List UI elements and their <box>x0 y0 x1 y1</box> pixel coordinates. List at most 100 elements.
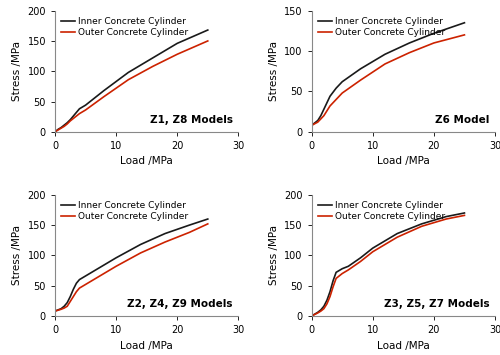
Outer Concrete Cylinder <box>126 78 132 82</box>
Outer Concrete Cylinder <box>101 94 107 99</box>
Outer Concrete Cylinder <box>58 126 64 130</box>
Legend: Inner Concrete Cylinder, Outer Concrete Cylinder: Inner Concrete Cylinder, Outer Concrete … <box>316 199 447 223</box>
Inner Concrete Cylinder <box>462 211 468 215</box>
Inner Concrete Cylinder <box>339 80 345 84</box>
Outer Concrete Cylinder <box>330 285 336 289</box>
Outer Concrete Cylinder <box>150 64 156 69</box>
Outer Concrete Cylinder <box>358 259 364 263</box>
Line: Inner Concrete Cylinder: Inner Concrete Cylinder <box>55 219 208 311</box>
Outer Concrete Cylinder <box>308 314 314 318</box>
Outer Concrete Cylinder <box>88 279 94 283</box>
Outer Concrete Cylinder <box>333 97 339 102</box>
Inner Concrete Cylinder <box>318 308 324 312</box>
Outer Concrete Cylinder <box>324 302 330 306</box>
Outer Concrete Cylinder <box>205 39 211 43</box>
Line: Outer Concrete Cylinder: Outer Concrete Cylinder <box>312 35 464 125</box>
Inner Concrete Cylinder <box>70 114 76 118</box>
Outer Concrete Cylinder <box>339 272 345 276</box>
Inner Concrete Cylinder <box>321 304 327 308</box>
Inner Concrete Cylinder <box>58 125 64 130</box>
X-axis label: Load /MPa: Load /MPa <box>377 340 430 350</box>
Y-axis label: Stress /MPa: Stress /MPa <box>268 225 278 285</box>
Outer Concrete Cylinder <box>418 224 424 228</box>
Inner Concrete Cylinder <box>346 264 352 268</box>
Outer Concrete Cylinder <box>406 50 412 55</box>
Text: Z1, Z8 Models: Z1, Z8 Models <box>150 115 233 125</box>
Outer Concrete Cylinder <box>52 130 58 134</box>
Inner Concrete Cylinder <box>382 52 388 56</box>
Inner Concrete Cylinder <box>150 56 156 60</box>
Inner Concrete Cylinder <box>64 121 70 125</box>
Inner Concrete Cylinder <box>61 123 67 127</box>
Outer Concrete Cylinder <box>52 309 58 313</box>
Inner Concrete Cylinder <box>58 307 64 311</box>
Outer Concrete Cylinder <box>308 123 314 127</box>
Inner Concrete Cylinder <box>315 310 321 315</box>
Outer Concrete Cylinder <box>61 306 67 310</box>
Inner Concrete Cylinder <box>138 242 143 247</box>
Inner Concrete Cylinder <box>321 107 327 111</box>
Inner Concrete Cylinder <box>312 121 318 125</box>
Outer Concrete Cylinder <box>443 217 449 221</box>
Outer Concrete Cylinder <box>318 117 324 121</box>
Outer Concrete Cylinder <box>462 33 468 37</box>
Line: Inner Concrete Cylinder: Inner Concrete Cylinder <box>55 30 208 132</box>
Outer Concrete Cylinder <box>318 309 324 313</box>
Inner Concrete Cylinder <box>358 67 364 71</box>
Outer Concrete Cylinder <box>431 41 437 45</box>
Inner Concrete Cylinder <box>327 290 333 294</box>
Outer Concrete Cylinder <box>58 307 64 311</box>
Inner Concrete Cylinder <box>205 28 211 32</box>
Inner Concrete Cylinder <box>68 118 73 122</box>
Line: Outer Concrete Cylinder: Outer Concrete Cylinder <box>55 41 208 132</box>
Outer Concrete Cylinder <box>394 235 400 239</box>
X-axis label: Load /MPa: Load /MPa <box>377 157 430 166</box>
Inner Concrete Cylinder <box>186 223 192 227</box>
Inner Concrete Cylinder <box>418 222 424 226</box>
Outer Concrete Cylinder <box>205 222 211 226</box>
Inner Concrete Cylinder <box>308 123 314 127</box>
Outer Concrete Cylinder <box>113 264 119 268</box>
Legend: Inner Concrete Cylinder, Outer Concrete Cylinder: Inner Concrete Cylinder, Outer Concrete … <box>316 15 447 39</box>
Inner Concrete Cylinder <box>324 298 330 302</box>
Outer Concrete Cylinder <box>82 282 88 286</box>
Text: Z2, Z4, Z9 Models: Z2, Z4, Z9 Models <box>128 299 233 309</box>
Inner Concrete Cylinder <box>308 314 314 318</box>
Inner Concrete Cylinder <box>76 278 82 282</box>
Outer Concrete Cylinder <box>70 116 76 121</box>
Outer Concrete Cylinder <box>61 124 67 129</box>
Line: Outer Concrete Cylinder: Outer Concrete Cylinder <box>55 224 208 311</box>
Y-axis label: Stress /MPa: Stress /MPa <box>12 225 22 285</box>
Outer Concrete Cylinder <box>339 91 345 95</box>
Outer Concrete Cylinder <box>321 114 327 118</box>
Outer Concrete Cylinder <box>74 290 80 294</box>
Line: Inner Concrete Cylinder: Inner Concrete Cylinder <box>312 213 464 316</box>
X-axis label: Load /MPa: Load /MPa <box>120 340 173 350</box>
Outer Concrete Cylinder <box>82 108 88 112</box>
Outer Concrete Cylinder <box>76 286 82 290</box>
X-axis label: Load /MPa: Load /MPa <box>120 157 173 166</box>
Outer Concrete Cylinder <box>138 251 143 255</box>
Outer Concrete Cylinder <box>312 122 318 126</box>
Outer Concrete Cylinder <box>462 213 468 218</box>
Inner Concrete Cylinder <box>174 41 180 45</box>
Y-axis label: Stress /MPa: Stress /MPa <box>268 41 278 101</box>
Inner Concrete Cylinder <box>113 256 119 260</box>
Inner Concrete Cylinder <box>74 110 80 115</box>
Inner Concrete Cylinder <box>394 231 400 236</box>
Outer Concrete Cylinder <box>68 119 73 123</box>
Legend: Inner Concrete Cylinder, Outer Concrete Cylinder: Inner Concrete Cylinder, Outer Concrete … <box>60 199 190 223</box>
Legend: Inner Concrete Cylinder, Outer Concrete Cylinder: Inner Concrete Cylinder, Outer Concrete … <box>60 15 190 39</box>
Line: Outer Concrete Cylinder: Outer Concrete Cylinder <box>312 215 464 316</box>
Inner Concrete Cylinder <box>61 304 67 308</box>
Inner Concrete Cylinder <box>101 263 107 267</box>
Outer Concrete Cylinder <box>324 109 330 113</box>
Text: Z6 Model: Z6 Model <box>435 115 490 125</box>
Inner Concrete Cylinder <box>406 41 412 45</box>
Inner Concrete Cylinder <box>64 300 70 305</box>
Inner Concrete Cylinder <box>431 31 437 36</box>
Outer Concrete Cylinder <box>70 294 76 299</box>
Y-axis label: Stress /MPa: Stress /MPa <box>12 41 22 101</box>
Outer Concrete Cylinder <box>321 307 327 311</box>
Inner Concrete Cylinder <box>74 281 80 285</box>
